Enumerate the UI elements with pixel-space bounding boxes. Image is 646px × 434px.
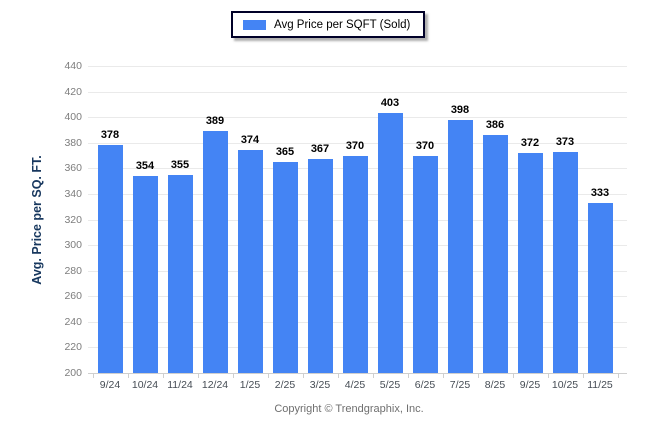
bar xyxy=(377,113,403,373)
x-tick-label: 11/25 xyxy=(587,379,613,391)
y-tick-label: 340 xyxy=(64,187,82,200)
y-tick-label: 360 xyxy=(64,162,82,175)
bar-value-label: 372 xyxy=(520,136,540,149)
bar xyxy=(447,119,473,373)
y-tick-label: 440 xyxy=(64,60,82,72)
x-tick-label: 7/25 xyxy=(449,379,471,391)
x-tick-label: 10/24 xyxy=(131,379,159,391)
y-tick-label: 260 xyxy=(64,290,82,303)
y-tick-label: 200 xyxy=(64,367,82,379)
x-axis-baseline xyxy=(88,373,627,374)
x-axis-tick xyxy=(407,374,409,378)
y-tick-label: 220 xyxy=(64,341,82,354)
y-tick-label: 300 xyxy=(64,239,82,252)
bar-value-label: 367 xyxy=(310,143,330,156)
y-axis-title: Avg. Price per SQ. FT. xyxy=(30,155,44,285)
x-tick-label: 11/24 xyxy=(167,379,193,391)
x-axis-tick xyxy=(92,374,94,378)
x-axis-tick xyxy=(267,374,269,378)
bar xyxy=(552,151,578,373)
x-tick-label: 10/25 xyxy=(551,379,579,391)
x-axis-tick xyxy=(547,374,549,378)
bar xyxy=(237,150,263,373)
bar xyxy=(132,176,158,373)
bar-value-label: 378 xyxy=(100,129,120,142)
gridline xyxy=(88,142,627,144)
x-axis-tick xyxy=(582,374,584,378)
bar-value-label: 333 xyxy=(590,186,610,199)
bar-value-label: 373 xyxy=(555,135,575,148)
x-tick-label: 6/25 xyxy=(414,379,436,391)
bar xyxy=(272,161,298,373)
x-axis-tick xyxy=(162,374,164,378)
bar-value-label: 398 xyxy=(450,103,470,116)
bar xyxy=(97,145,123,373)
x-tick-label: 5/25 xyxy=(379,379,401,391)
y-tick-label: 420 xyxy=(64,85,82,98)
bar xyxy=(307,159,333,373)
bar xyxy=(587,202,613,373)
y-tick-label: 280 xyxy=(64,264,82,277)
x-tick-label: 9/24 xyxy=(99,379,121,391)
bar-value-label: 389 xyxy=(205,115,225,128)
bar xyxy=(412,155,438,373)
y-tick-label: 240 xyxy=(64,315,82,328)
bar-value-label: 386 xyxy=(485,119,505,132)
footer-copyright: Copyright © Trendgraphix, Inc. xyxy=(274,403,424,415)
x-tick-label: 2/25 xyxy=(274,379,296,391)
bar-value-label: 403 xyxy=(380,97,400,110)
x-tick-label: 12/24 xyxy=(201,379,229,391)
x-tick-label: 3/25 xyxy=(309,379,331,391)
legend-swatch xyxy=(243,19,266,30)
bar-value-label: 370 xyxy=(415,139,435,152)
x-tick-label: 9/25 xyxy=(519,379,541,391)
y-tick-label: 320 xyxy=(64,213,82,226)
bar xyxy=(482,135,508,373)
bar-value-label: 370 xyxy=(345,139,365,152)
x-axis-tick xyxy=(442,374,444,378)
bar-value-label: 365 xyxy=(275,145,295,158)
bar xyxy=(342,155,368,373)
y-tick-label: 400 xyxy=(64,111,82,124)
x-axis-tick xyxy=(477,374,479,378)
x-axis-tick xyxy=(232,374,234,378)
x-axis-tick xyxy=(197,374,199,378)
bar xyxy=(167,174,193,373)
y-tick-label: 380 xyxy=(64,136,82,149)
x-axis-tick xyxy=(127,374,129,378)
x-tick-label: 4/25 xyxy=(344,379,366,391)
bar xyxy=(517,152,543,373)
legend-label: Avg Price per SQFT (Sold) xyxy=(274,18,411,31)
chart-legend: Avg Price per SQFT (Sold) xyxy=(231,11,426,38)
gridline xyxy=(88,66,627,67)
bar-value-label: 354 xyxy=(135,160,155,172)
x-tick-label: 1/25 xyxy=(239,379,261,391)
x-axis-tick xyxy=(512,374,514,378)
bar-value-label: 374 xyxy=(240,134,260,147)
x-axis-tick xyxy=(372,374,374,378)
gridline xyxy=(88,91,627,93)
x-axis-tick xyxy=(617,374,619,378)
bar-value-label: 355 xyxy=(170,158,190,171)
bar xyxy=(202,131,228,373)
x-axis-tick xyxy=(337,374,339,378)
gridline xyxy=(88,117,627,119)
x-tick-label: 8/25 xyxy=(484,379,506,391)
x-axis-tick xyxy=(302,374,304,378)
